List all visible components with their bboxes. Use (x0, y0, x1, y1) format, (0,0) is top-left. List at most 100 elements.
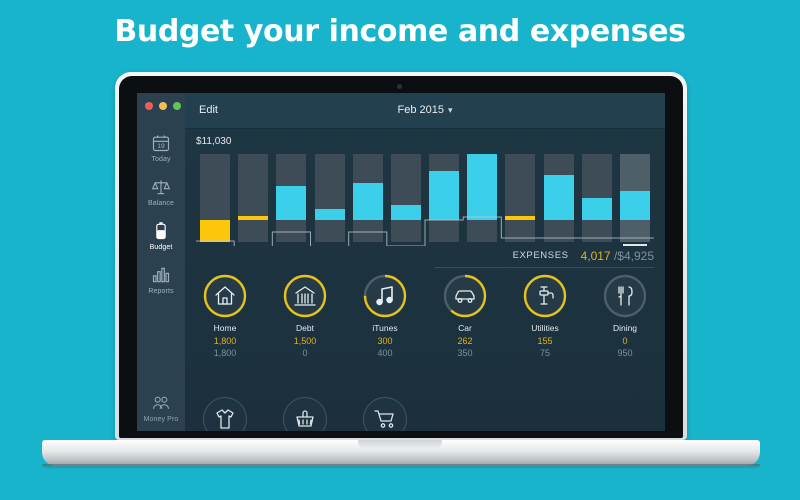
chart-bar[interactable] (543, 154, 574, 242)
category-grid-row2 (185, 397, 665, 431)
category-item[interactable] (265, 397, 345, 431)
category-budget: 400 (377, 348, 393, 358)
page-headline: Budget your income and expenses (114, 14, 686, 49)
category-budget: 75 (539, 348, 550, 358)
sidebar-item-label: Reports (148, 288, 174, 295)
sidebar-item-budget[interactable]: Budget (137, 214, 185, 258)
category-item[interactable]: Car 262 350 (425, 274, 505, 358)
category-budget: 350 (457, 348, 473, 358)
category-ring-gauge (443, 274, 487, 318)
category-ring[interactable] (203, 397, 247, 431)
chart-bar[interactable] (276, 154, 307, 242)
main-panel: Edit Feb 2015 ▾ $11,030 EXPENSES 4,017 /$… (185, 93, 665, 431)
chart-bar[interactable] (200, 154, 231, 242)
zoom-button[interactable] (173, 102, 181, 110)
category-ring[interactable] (603, 274, 647, 318)
category-item[interactable] (185, 397, 265, 431)
chart-bar[interactable] (505, 154, 536, 242)
music-icon (373, 284, 397, 308)
chart-bar[interactable] (238, 154, 269, 242)
category-spent: 0 (622, 336, 628, 346)
chart-bar-fill (429, 171, 460, 220)
laptop-base-notch (358, 440, 442, 449)
chart-bars[interactable] (196, 154, 654, 246)
category-ring[interactable] (363, 274, 407, 318)
sidebar-item-label: Today (151, 156, 171, 163)
chart-bar[interactable] (581, 154, 612, 242)
sidebar-item-reports[interactable]: Reports (137, 258, 185, 302)
chart-bar[interactable] (467, 154, 498, 242)
expenses-label: EXPENSES (512, 250, 569, 261)
close-button[interactable] (145, 102, 153, 110)
category-item[interactable]: iTunes 300 400 (345, 274, 425, 358)
chart-bar-fill (200, 220, 231, 242)
category-ring-gauge (523, 274, 567, 318)
shirt-icon (213, 407, 237, 431)
category-ring[interactable] (283, 397, 327, 431)
people-icon (151, 393, 171, 413)
window-controls (145, 102, 181, 110)
sidebar-footer[interactable]: Money Pro (137, 393, 185, 423)
sidebar: 19 Today Balance (137, 93, 185, 431)
category-item[interactable]: Utilities 155 75 (505, 274, 585, 358)
sidebar-item-label: Budget (149, 244, 173, 251)
category-ring[interactable] (523, 274, 567, 318)
category-name: iTunes (372, 323, 398, 333)
category-name: Home (213, 323, 237, 333)
category-ring[interactable] (363, 397, 407, 431)
month-picker[interactable]: Feb 2015 ▾ (185, 104, 665, 116)
chart-bar[interactable] (314, 154, 345, 242)
category-spent: 1,500 (293, 336, 317, 346)
app-screen: 19 Today Balance (137, 93, 665, 431)
category-item[interactable]: Debt 1,500 0 (265, 274, 345, 358)
calendar-icon: 19 (151, 133, 171, 153)
category-ring[interactable] (283, 274, 327, 318)
budget-line (196, 216, 654, 246)
chart-bar-fill (238, 216, 269, 220)
sidebar-footer-label: Money Pro (143, 416, 179, 423)
wallet-icon (151, 221, 171, 241)
chart-bar-fill (314, 209, 345, 220)
sidebar-item-today[interactable]: 19 Today (137, 126, 185, 170)
chart-bar[interactable] (429, 154, 460, 242)
category-spent: 300 (377, 336, 393, 346)
chevron-down-icon: ▾ (447, 105, 453, 115)
scales-icon (151, 177, 171, 197)
chart-bar-fill (352, 183, 383, 220)
webcam-icon (397, 84, 402, 89)
category-ring-gauge (363, 274, 407, 318)
sidebar-item-label: Balance (148, 200, 174, 207)
category-name: Utilities (531, 323, 559, 333)
category-ring-gauge (603, 274, 647, 318)
chart-bar[interactable] (619, 154, 650, 246)
edit-button[interactable]: Edit (199, 104, 218, 116)
expenses-budget: /$4,925 (613, 248, 654, 263)
toolbar: Edit Feb 2015 ▾ (185, 93, 665, 129)
category-ring[interactable] (443, 274, 487, 318)
basket-icon (293, 407, 317, 431)
category-name: Dining (612, 323, 638, 333)
chart-bar-fill (543, 175, 574, 220)
budget-chart: $11,030 EXPENSES 4,017 /$4,925 (185, 129, 665, 269)
category-budget: 950 (617, 348, 633, 358)
minimize-button[interactable] (159, 102, 167, 110)
category-ring[interactable] (203, 274, 247, 318)
category-item[interactable]: Dining 0 950 (585, 274, 665, 358)
sidebar-item-balance[interactable]: Balance (137, 170, 185, 214)
category-budget: 0 (302, 348, 308, 358)
category-item[interactable] (345, 397, 425, 431)
bar-chart-icon (151, 265, 171, 285)
chart-bar[interactable] (390, 154, 421, 242)
chart-bar-fill (390, 205, 421, 220)
car-icon (453, 284, 477, 308)
expenses-summary: EXPENSES 4,017 /$4,925 (435, 244, 654, 268)
month-label: Feb 2015 (397, 104, 444, 116)
expenses-values: 4,017 /$4,925 (581, 249, 654, 263)
chart-bar-fill (276, 186, 307, 220)
category-grid: Home 1,800 1,800 Debt 1,500 0 iTunes 300 400 Car 2… (185, 274, 665, 364)
chart-bar-fill (581, 198, 612, 220)
category-item[interactable]: Home 1,800 1,800 (185, 274, 265, 358)
chart-max-label: $11,030 (196, 136, 232, 147)
chart-bar[interactable] (352, 154, 383, 242)
